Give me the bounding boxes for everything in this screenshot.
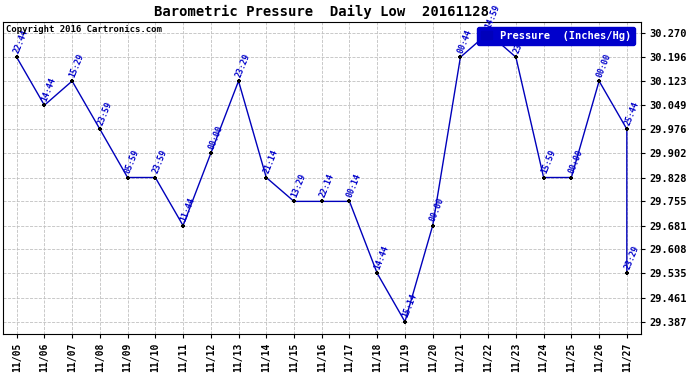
Point <box>150 174 161 180</box>
Text: 15:59: 15:59 <box>540 148 557 175</box>
Point <box>400 319 411 325</box>
Point <box>67 78 78 84</box>
Text: 14:44: 14:44 <box>40 76 58 102</box>
Point <box>95 126 106 132</box>
Point <box>482 30 493 36</box>
Legend: Pressure  (Inches/Hg): Pressure (Inches/Hg) <box>477 27 635 45</box>
Text: 25:44: 25:44 <box>622 100 640 126</box>
Text: 22:14: 22:14 <box>317 172 335 199</box>
Point <box>455 54 466 60</box>
Text: 21:14: 21:14 <box>262 148 280 175</box>
Text: 15:14: 15:14 <box>401 292 418 319</box>
Point <box>511 54 522 60</box>
Text: 00:14: 00:14 <box>345 172 363 199</box>
Text: 23:29: 23:29 <box>235 52 252 78</box>
Point <box>621 126 632 132</box>
Point <box>205 150 216 156</box>
Point <box>39 102 50 108</box>
Title: Barometric Pressure  Daily Low  20161128: Barometric Pressure Daily Low 20161128 <box>155 5 489 19</box>
Text: 13:29: 13:29 <box>290 172 308 199</box>
Text: 00:00: 00:00 <box>595 52 613 78</box>
Point <box>621 270 632 276</box>
Point <box>538 174 549 180</box>
Point <box>288 198 299 204</box>
Point <box>427 223 438 229</box>
Text: 00:44: 00:44 <box>456 28 474 54</box>
Text: 11:44: 11:44 <box>179 196 197 223</box>
Text: 23:59: 23:59 <box>512 28 529 54</box>
Point <box>593 78 604 84</box>
Text: Copyright 2016 Cartronics.com: Copyright 2016 Cartronics.com <box>6 25 162 34</box>
Point <box>372 270 383 276</box>
Text: 23:29: 23:29 <box>622 244 640 270</box>
Point <box>566 174 577 180</box>
Text: 00:00: 00:00 <box>428 196 446 223</box>
Text: 23:59: 23:59 <box>151 148 169 175</box>
Point <box>177 223 188 229</box>
Text: 05:59: 05:59 <box>124 148 141 175</box>
Text: 23:59: 23:59 <box>96 100 113 126</box>
Text: 22:44: 22:44 <box>12 28 30 54</box>
Text: 14:59: 14:59 <box>484 4 502 30</box>
Point <box>316 198 327 204</box>
Point <box>11 54 22 60</box>
Text: 00:00: 00:00 <box>567 148 585 175</box>
Point <box>344 198 355 204</box>
Point <box>233 78 244 84</box>
Point <box>122 174 133 180</box>
Text: 00:00: 00:00 <box>206 124 224 150</box>
Text: 14:44: 14:44 <box>373 244 391 270</box>
Text: 15:29: 15:29 <box>68 52 86 78</box>
Point <box>261 174 272 180</box>
